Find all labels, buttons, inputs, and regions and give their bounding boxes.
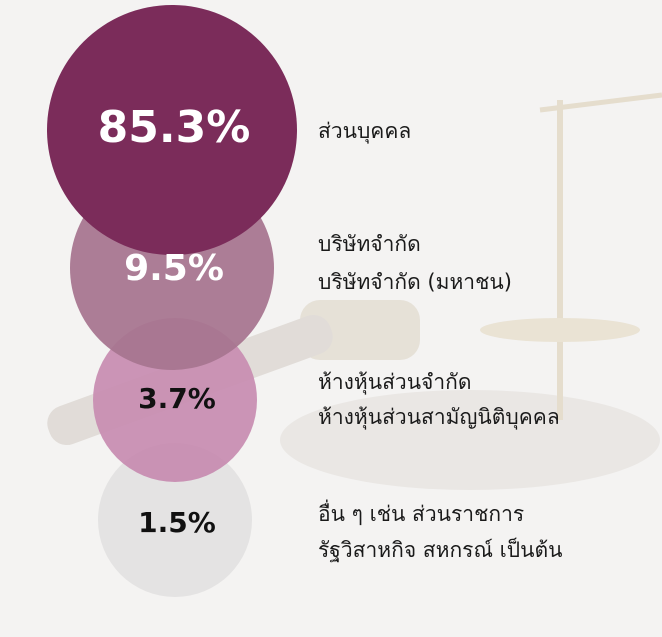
category-label: ส่วนบุคคล xyxy=(318,119,411,144)
category-label: อื่น ๆ เช่น ส่วนราชการ xyxy=(318,499,524,526)
infographic: 85.3% ส่วนบุคคล 9.5% บริษัทจำกัดบริษัทจำกัด… xyxy=(0,0,662,637)
category-label: บริษัทจำกัด (มหาชน) xyxy=(318,270,512,294)
percentage: 3.7% xyxy=(138,382,216,415)
category-label: บริษัทจำกัด xyxy=(318,232,421,256)
category-label: รัฐวิสาหกิจ สหกรณ์ เป็นต้น xyxy=(318,536,562,562)
percentage: 9.5% xyxy=(124,248,224,289)
percentage: 1.5% xyxy=(138,506,216,539)
percentage: 85.3% xyxy=(98,102,251,153)
category-label: ห้างหุ้นส่วนสามัญนิติบุคคล xyxy=(318,405,560,430)
category-label: ห้างหุ้นส่วนจำกัด xyxy=(318,370,472,395)
